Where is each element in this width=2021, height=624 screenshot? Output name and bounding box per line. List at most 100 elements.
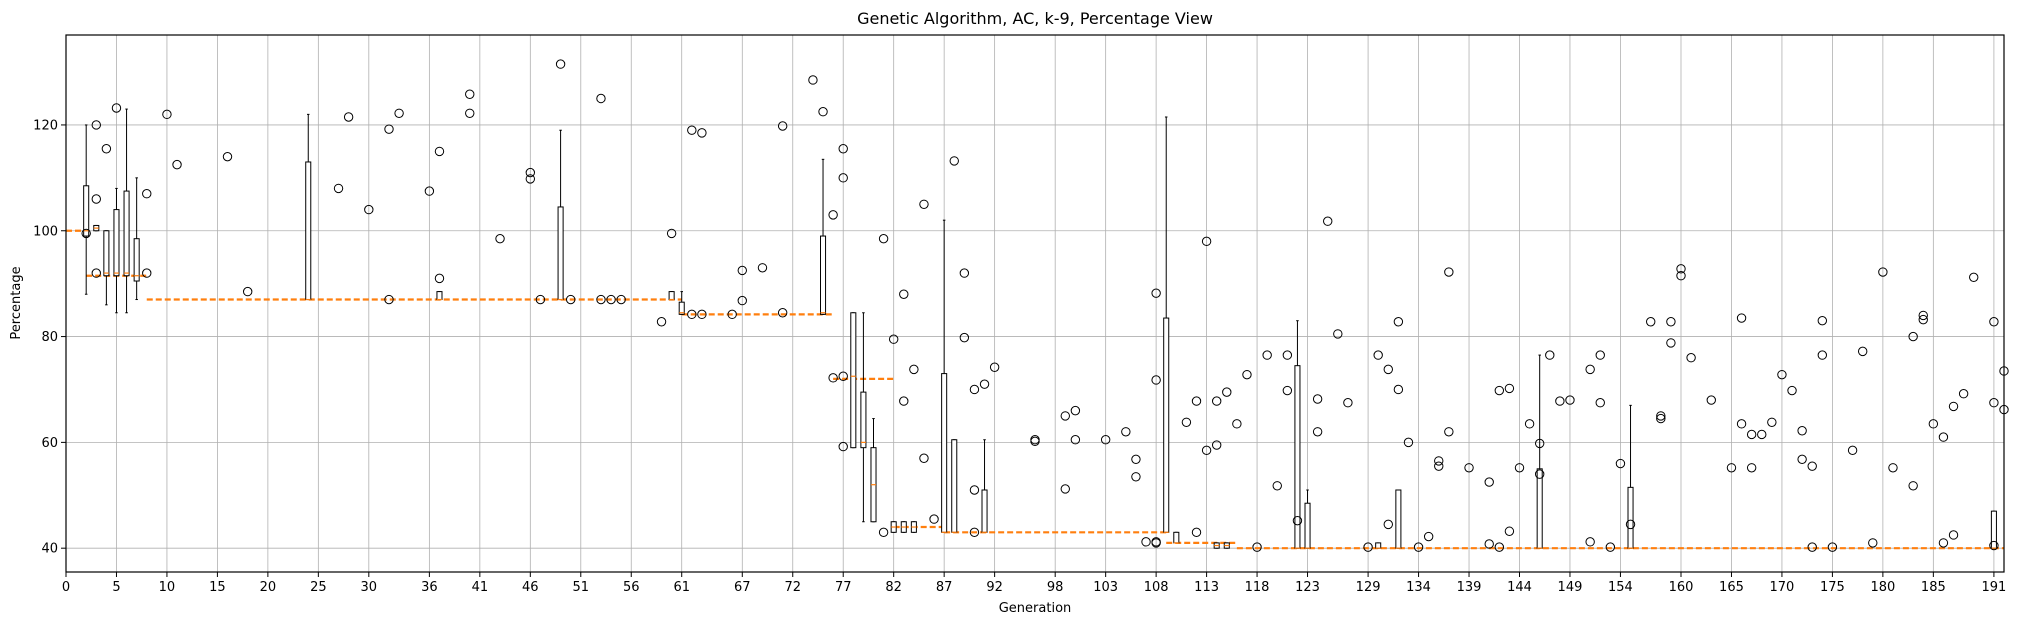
outlier-point (959, 268, 970, 278)
outlier-point (737, 265, 747, 276)
box-body (1990, 510, 1997, 549)
outlier-point (838, 144, 848, 154)
outlier-point (1989, 540, 1999, 551)
y-axis-label: Percentage (9, 266, 24, 339)
outlier-point (1545, 350, 1555, 360)
outlier-point (969, 527, 980, 538)
x-axis-label: Generation (999, 601, 1072, 616)
box-body (981, 489, 988, 533)
outlier-point (1625, 519, 1636, 530)
outlier-point (989, 362, 1000, 372)
outlier-point (1989, 397, 1999, 408)
box-body (1536, 468, 1543, 549)
box-body (305, 161, 312, 301)
outlier-point (1211, 440, 1222, 450)
outlier-point (1706, 395, 1716, 405)
outlier-point (1757, 429, 1767, 440)
outlier-point (838, 173, 848, 183)
box-body (1395, 489, 1402, 549)
outlier-point (535, 294, 546, 305)
outlier-point (687, 125, 697, 135)
outlier-point (969, 485, 980, 495)
box-body (83, 185, 90, 237)
outlier-point (818, 107, 828, 117)
outlier-point (899, 289, 909, 299)
outlier-point (142, 268, 152, 278)
outlier-point (434, 146, 445, 157)
outlier-point (525, 167, 536, 178)
box-plot (1990, 510, 1997, 549)
outlier-point (919, 453, 929, 463)
box-body (951, 439, 958, 533)
outlier-point (687, 309, 697, 320)
outlier-point (1393, 317, 1404, 327)
outlier-point (1817, 315, 1828, 326)
outlier-point (1383, 364, 1393, 375)
x-tick-label: 175 (1820, 580, 1845, 595)
outlier-point (1181, 417, 1192, 427)
x-tick-label: 191 (1981, 580, 2006, 595)
outlier-point (111, 103, 122, 113)
box-plot (1213, 542, 1220, 549)
outlier-point (1464, 463, 1474, 473)
outlier-point (242, 286, 253, 297)
outlier-point (737, 295, 747, 306)
outlier-point (1070, 435, 1081, 445)
x-tick-label: 144 (1507, 580, 1532, 595)
outlier-point (1888, 463, 1898, 473)
outlier-point (91, 194, 101, 204)
outlier-point (1393, 384, 1404, 395)
outlier-point (1736, 419, 1747, 429)
x-tick-label: 160 (1669, 580, 1694, 595)
outlier-point (364, 204, 374, 215)
x-tick-label: 139 (1457, 580, 1482, 595)
box-plot (123, 108, 130, 314)
outlier-point (1797, 454, 1807, 465)
x-tick-label: 15 (209, 580, 226, 595)
box-body (1294, 365, 1301, 549)
outlier-point (1918, 310, 1928, 321)
box-plot (890, 521, 897, 533)
outlier-point (1958, 389, 1969, 399)
outlier-point (1938, 432, 1949, 442)
outlier-point (1726, 463, 1737, 473)
y-tick-label: 80 (41, 330, 58, 345)
outlier-point (1918, 314, 1928, 325)
outlier-point (1131, 472, 1141, 482)
box-plot (981, 439, 988, 533)
outlier-point (1666, 338, 1676, 348)
outlier-point (333, 183, 344, 194)
outlier-point (1201, 236, 1212, 247)
outlier-point (1807, 461, 1817, 471)
x-tick-label: 56 (623, 580, 640, 595)
outlier-point (1070, 405, 1081, 416)
outlier-point (1413, 542, 1424, 552)
x-tick-label: 149 (1558, 580, 1583, 595)
outlier-point (555, 59, 566, 69)
x-axis-ticks: 0 5 10 15 20 25 30 36 41 46 51 56 61 67 72 77 82 87 92 98 10… (62, 572, 2006, 595)
outlier-point (969, 384, 980, 395)
box-plot (1294, 320, 1301, 549)
outlier-point (1060, 411, 1070, 421)
outlier-point (1676, 264, 1686, 274)
box-plot (1627, 404, 1634, 549)
outlier-point (1151, 288, 1161, 298)
outlier-point (1595, 350, 1605, 360)
outlier-point (1948, 401, 1959, 412)
box-plot (83, 124, 90, 295)
outlier-point (1928, 419, 1939, 429)
box-body (436, 291, 443, 301)
outlier-point (565, 294, 576, 305)
outlier-point (1484, 477, 1494, 487)
outlier-point (929, 514, 939, 524)
outlier-point (828, 373, 838, 383)
outlier-point (1312, 427, 1323, 437)
outlier-point (1514, 463, 1525, 473)
box-body (941, 373, 948, 533)
x-tick-label: 87 (936, 580, 953, 595)
outlier-point (1817, 350, 1828, 360)
box-plot (1163, 116, 1170, 533)
outlier-point (142, 189, 152, 199)
outlier-point (1534, 438, 1545, 449)
box-plot (103, 230, 110, 306)
